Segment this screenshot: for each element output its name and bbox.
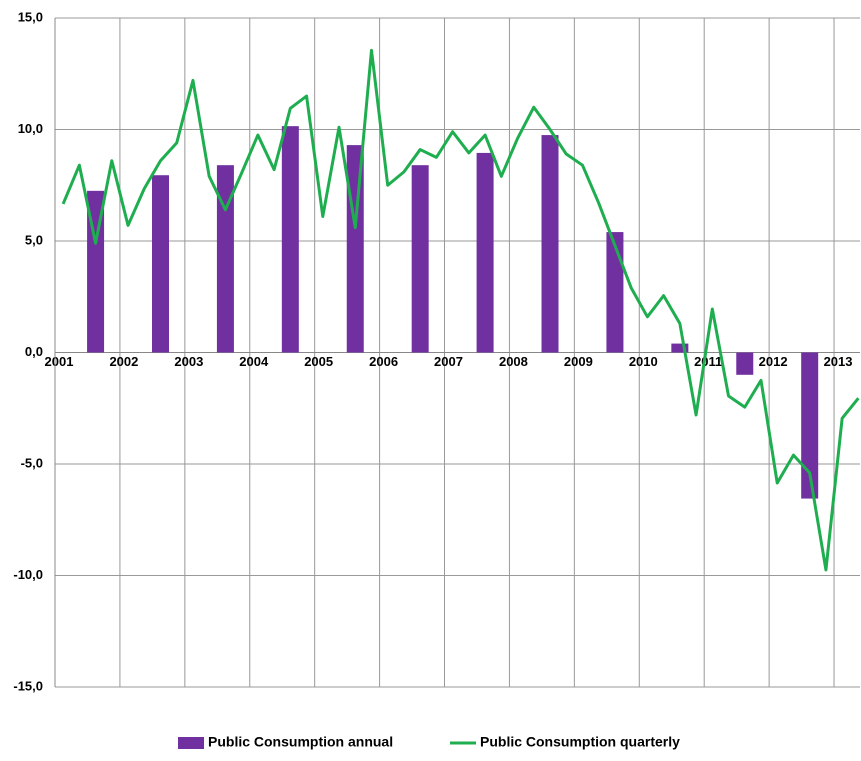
bar [151, 175, 169, 353]
bar [216, 165, 234, 353]
bar [606, 232, 624, 353]
legend-label: Public Consumption quarterly [480, 734, 680, 750]
y-tick-label: -10,0 [13, 567, 43, 582]
y-tick-label: 0,0 [25, 344, 43, 359]
y-tick-label: 10,0 [18, 121, 43, 136]
x-tick-label: 2010 [629, 354, 658, 369]
y-tick-label: -15,0 [13, 678, 43, 693]
line [61, 48, 860, 572]
legend-label: Public Consumption annual [208, 734, 393, 750]
bar [541, 135, 559, 353]
y-tick-label: -5,0 [21, 455, 43, 470]
bar [801, 352, 819, 499]
x-tick-label: 2013 [824, 354, 853, 369]
x-tick-label: 2005 [304, 354, 333, 369]
x-tick-label: 2006 [369, 354, 398, 369]
bar [476, 152, 494, 353]
x-tick-label: 2001 [45, 354, 74, 369]
x-tick-label: 2008 [499, 354, 528, 369]
x-tick-label: 2004 [239, 354, 269, 369]
bar [281, 126, 299, 353]
bar [87, 190, 105, 353]
x-tick-label: 2011 [694, 354, 722, 369]
y-tick-label: 5,0 [25, 232, 43, 247]
legend-swatch [178, 737, 204, 749]
bar [411, 165, 429, 353]
bar [736, 352, 754, 375]
y-tick-label: 15,0 [18, 9, 43, 24]
bar [671, 343, 689, 353]
x-tick-label: 2007 [434, 354, 463, 369]
x-tick-label: 2003 [174, 354, 203, 369]
x-tick-label: 2002 [109, 354, 138, 369]
x-tick-label: 2009 [564, 354, 593, 369]
x-tick-label: 2012 [759, 354, 788, 369]
